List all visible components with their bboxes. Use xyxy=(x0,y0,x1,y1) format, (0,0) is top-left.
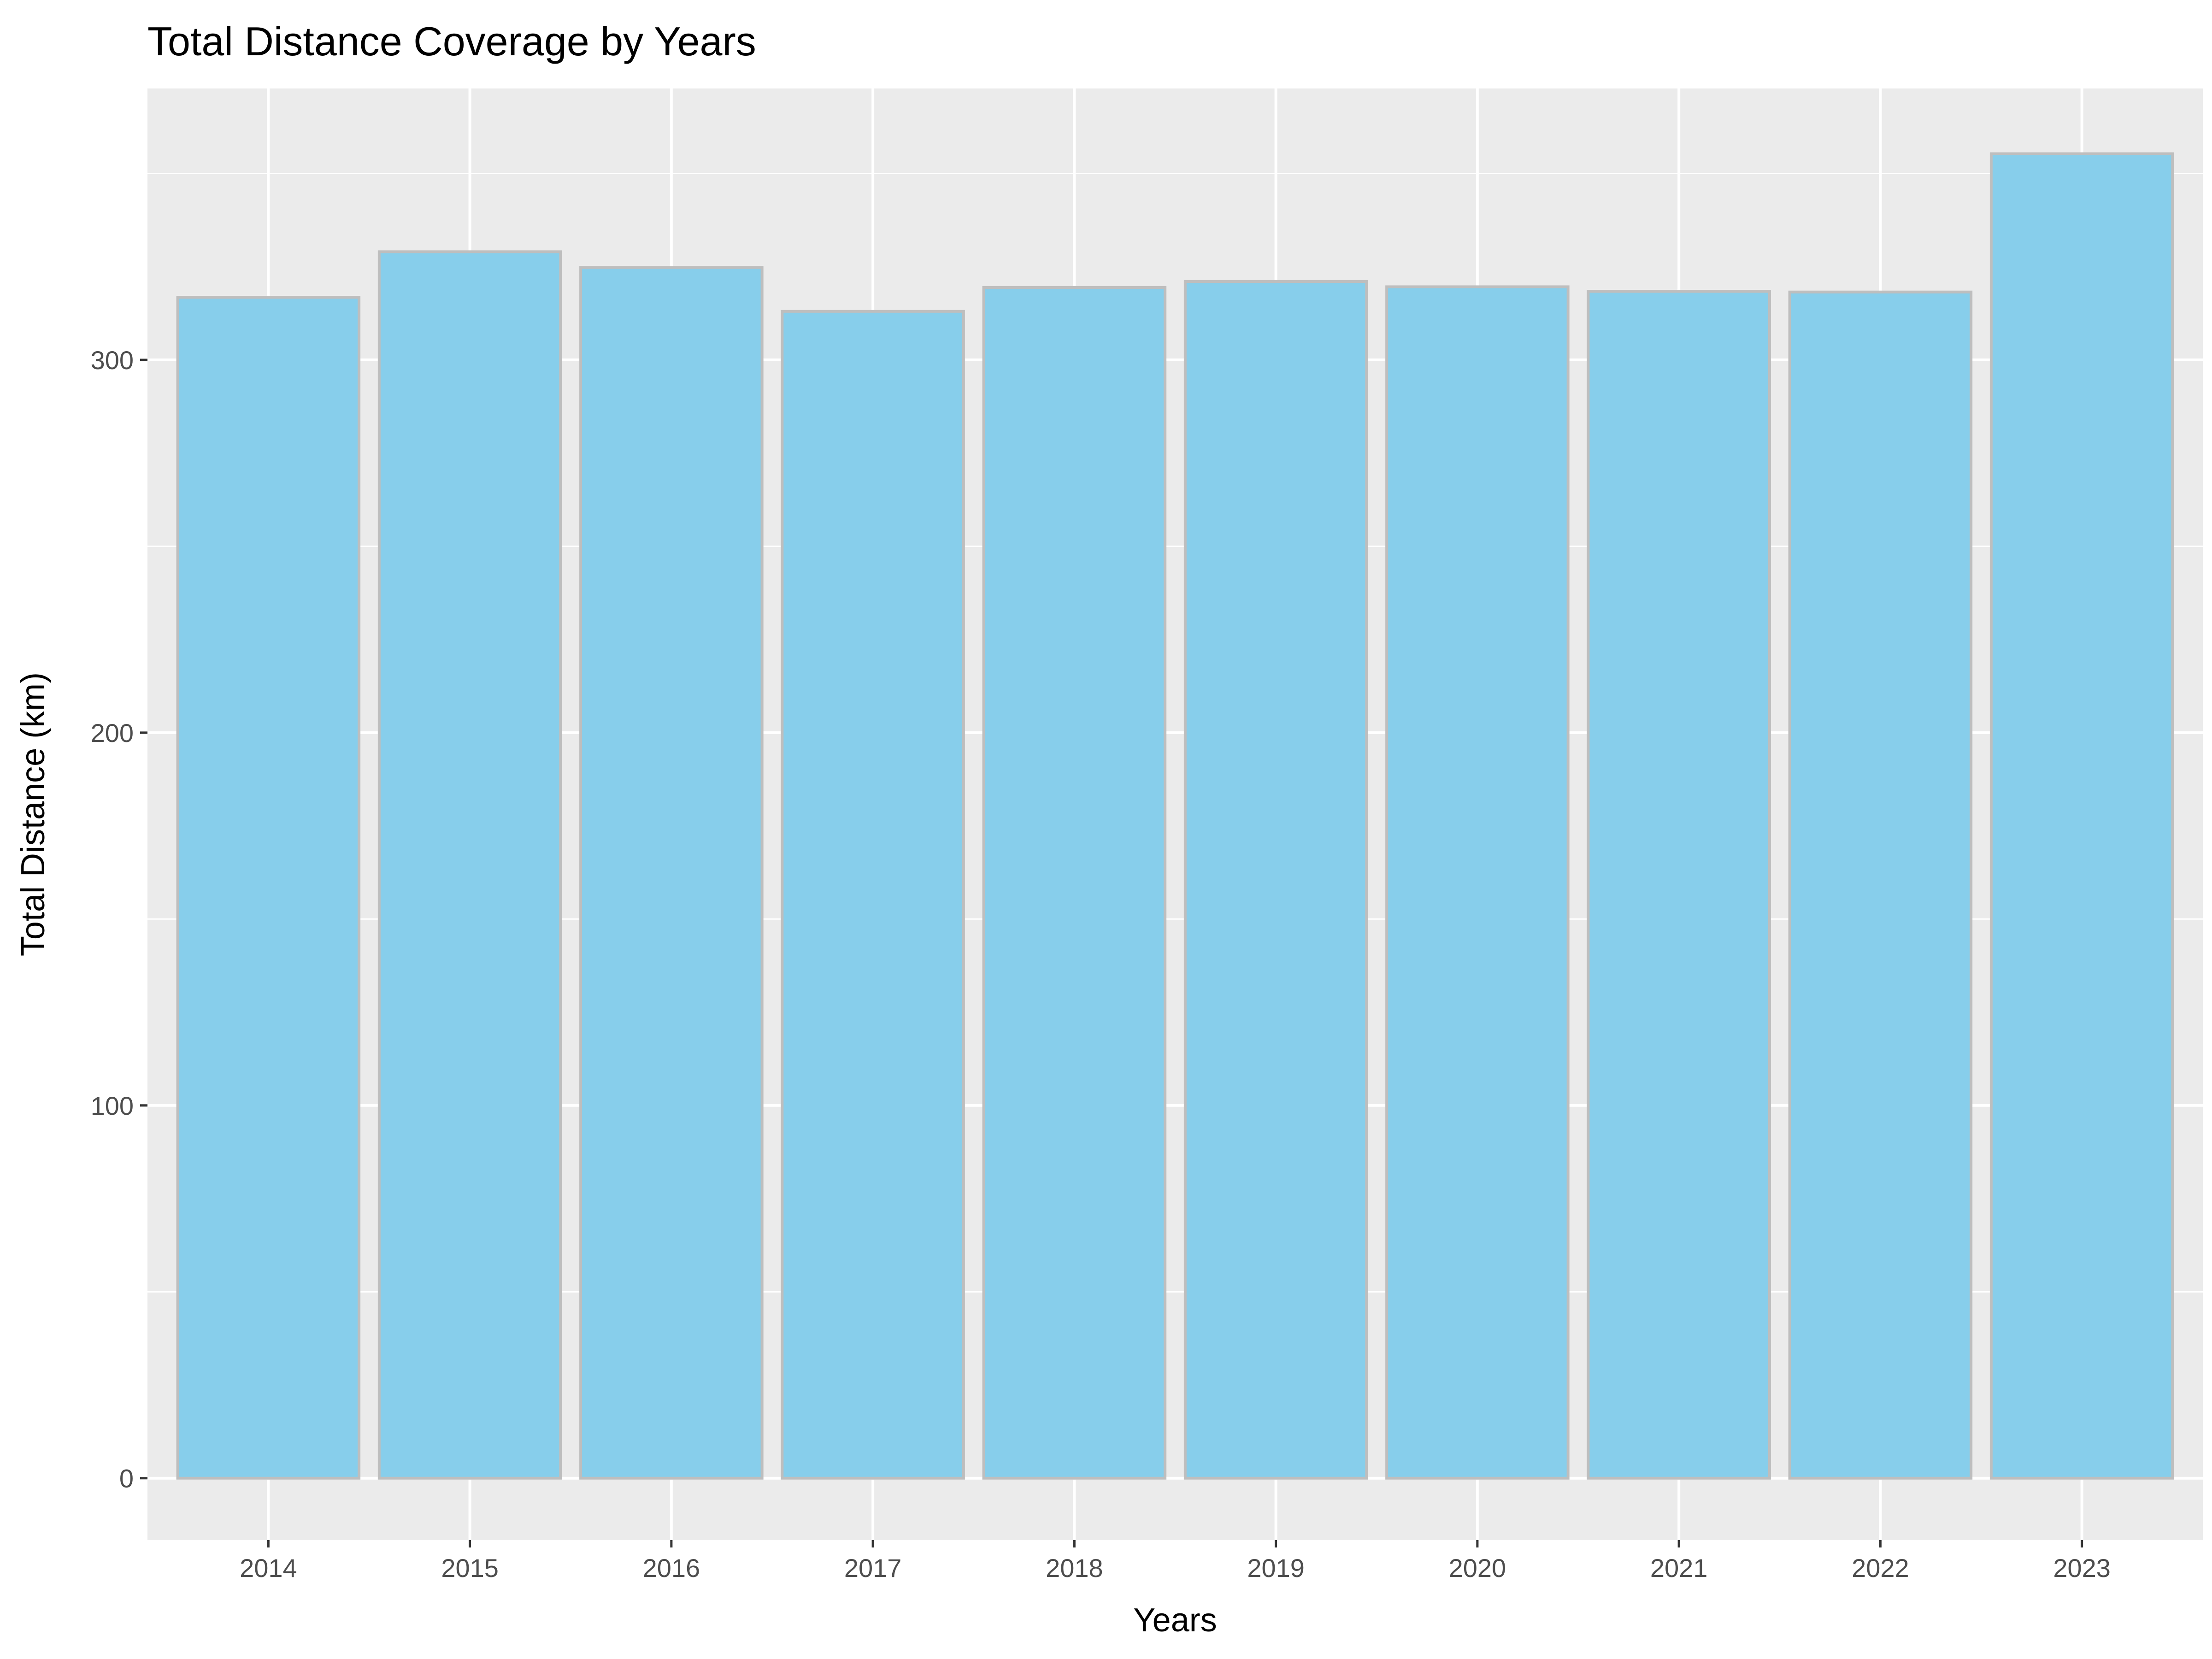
bar-2014 xyxy=(176,296,361,1480)
bar-2015 xyxy=(377,250,562,1480)
x-tick-label: 2018 xyxy=(1046,1553,1103,1583)
x-tick-label: 2019 xyxy=(1247,1553,1305,1583)
x-tick-label: 2017 xyxy=(844,1553,902,1583)
bar-2020 xyxy=(1385,285,1570,1480)
x-tick-label: 2021 xyxy=(1650,1553,1708,1583)
x-tick-label: 2023 xyxy=(2053,1553,2111,1583)
y-axis-title: Total Distance (km) xyxy=(15,672,52,956)
chart-title: Total Distance Coverage by Years xyxy=(147,18,756,64)
y-tick-label: 300 xyxy=(91,346,134,375)
x-axis-title: Years xyxy=(1133,1602,1217,1639)
bar-2016 xyxy=(579,266,764,1480)
bar-2018 xyxy=(982,286,1167,1480)
bar-2017 xyxy=(781,310,965,1480)
x-axis: 2014 2015 2016 2017 2018 2019 2020 2021 2022 2023 xyxy=(240,1540,2111,1583)
y-tick-label: 100 xyxy=(91,1091,134,1120)
x-tick-label: 2020 xyxy=(1449,1553,1506,1583)
y-tick-label: 0 xyxy=(119,1464,134,1493)
bar-2019 xyxy=(1183,280,1368,1480)
x-tick-label: 2016 xyxy=(643,1553,700,1583)
y-axis: 0 100 200 300 xyxy=(91,346,147,1493)
bar-2023 xyxy=(1989,152,2174,1480)
x-tick-label: 2015 xyxy=(441,1553,499,1583)
x-tick-label: 2022 xyxy=(1852,1553,1909,1583)
y-tick-label: 200 xyxy=(91,718,134,747)
bar-2022 xyxy=(1788,290,1973,1480)
bar-2021 xyxy=(1587,290,1771,1480)
bars xyxy=(176,152,2174,1480)
x-tick-label: 2014 xyxy=(240,1553,297,1583)
